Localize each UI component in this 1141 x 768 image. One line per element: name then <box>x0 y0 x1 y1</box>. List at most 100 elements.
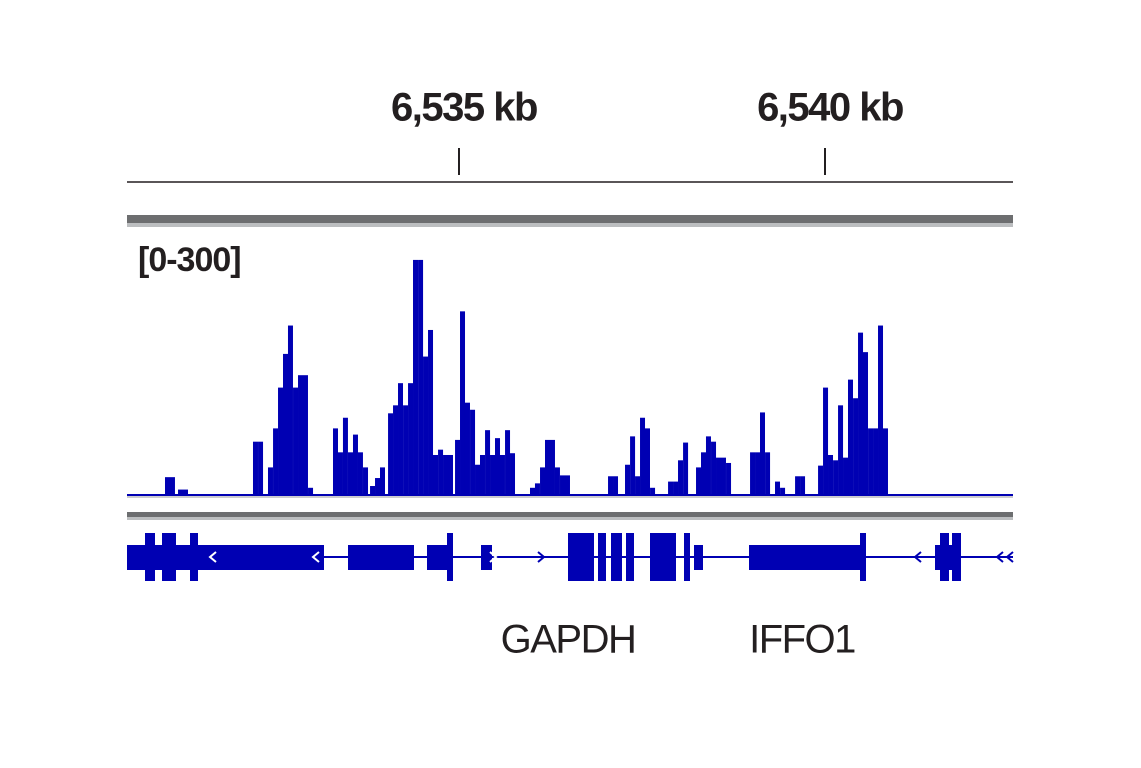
exon <box>198 545 324 570</box>
coverage-bar <box>293 387 299 494</box>
track-separator <box>127 215 1013 223</box>
strand-arrow <box>913 551 922 563</box>
coverage-bar <box>470 409 476 494</box>
coverage-bar <box>448 454 454 494</box>
strand-arrow <box>489 551 498 563</box>
gene-label: GAPDH <box>501 618 636 662</box>
exon <box>860 533 866 581</box>
coverage-bar <box>495 438 501 494</box>
data-range: [0-300] <box>138 241 241 279</box>
coverage-bar <box>388 413 394 494</box>
coverage-bar <box>302 375 308 494</box>
coverage-bar <box>650 487 656 494</box>
coverage-bar <box>554 467 560 494</box>
coverage-bar <box>644 428 650 494</box>
coverage-bar <box>464 402 470 494</box>
exon <box>650 533 676 581</box>
exon <box>155 545 162 570</box>
exon <box>949 545 952 570</box>
coverage-bar <box>479 454 485 494</box>
coverage-bar <box>853 398 859 494</box>
coverage-bar <box>873 428 879 494</box>
coverage-bar <box>485 430 491 494</box>
strand-arrow <box>208 551 217 563</box>
exon <box>447 533 453 581</box>
coverage-bar <box>800 476 806 494</box>
coverage-bar <box>178 489 184 494</box>
coverage-bar <box>750 452 756 494</box>
coverage-bar <box>534 483 540 494</box>
coverage-bar <box>608 476 614 494</box>
coverage-bar <box>863 352 869 494</box>
exon <box>145 533 155 581</box>
exon <box>162 533 176 581</box>
coverage-bar <box>701 452 707 494</box>
coverage-bar <box>760 412 766 494</box>
coverage-bar <box>423 356 429 494</box>
coverage-bar <box>438 449 444 494</box>
coverage-bar <box>882 428 888 494</box>
coverage-bar <box>393 405 399 494</box>
coverage-bar <box>755 452 761 494</box>
coverage-bar <box>375 478 381 494</box>
exon <box>427 545 447 570</box>
coverage-bar <box>332 428 338 494</box>
exon <box>611 533 622 581</box>
coverage-bar <box>403 405 409 494</box>
coverage-bar <box>370 486 376 494</box>
coverage-bar <box>716 457 722 494</box>
coverage-bar <box>529 487 535 494</box>
strand-arrow <box>1005 551 1014 563</box>
track-separator <box>127 512 1013 517</box>
coverage-bar <box>630 436 636 494</box>
coverage-bar <box>705 436 711 494</box>
track-separator <box>127 223 1013 227</box>
coverage-bar <box>640 417 646 494</box>
coverage-bar <box>413 259 419 494</box>
coverage-bar <box>287 325 293 494</box>
coverage-bar <box>635 476 641 494</box>
coverage-bar <box>443 454 449 494</box>
coverage-bar <box>342 417 348 494</box>
coverage-bar <box>252 441 258 494</box>
coverage-bar <box>765 452 771 494</box>
coverage-bar <box>267 467 273 494</box>
coverage-bar <box>273 428 279 494</box>
coverage-bar <box>625 464 631 494</box>
x-tick-label: 6,540 kb <box>757 86 903 130</box>
strand-arrow <box>537 551 546 563</box>
coverage-bar <box>549 439 555 494</box>
coverage-bar <box>379 467 385 494</box>
coverage-bar <box>455 439 461 494</box>
coverage-bar <box>258 441 264 494</box>
coverage-bar <box>398 383 404 494</box>
exon <box>684 533 690 581</box>
coverage-bar <box>696 467 702 494</box>
exon <box>694 545 703 570</box>
coverage-bar <box>545 439 551 494</box>
coverage-bar <box>169 477 175 494</box>
gene-track <box>127 533 1014 581</box>
coverage-bar <box>711 441 717 494</box>
track-separator <box>127 517 1013 520</box>
coverage-bar <box>357 452 363 494</box>
coverage-bar <box>613 476 619 494</box>
exon <box>935 545 940 570</box>
coverage-bar <box>838 405 844 494</box>
coverage-bar <box>775 481 781 494</box>
coverage-bar <box>418 259 424 494</box>
coverage-bar <box>490 454 496 494</box>
coverage-bar <box>726 462 732 494</box>
coverage-bar <box>828 454 834 494</box>
coverage-bar <box>432 454 438 494</box>
strand-arrow <box>311 551 320 563</box>
coverage-bar <box>847 379 853 494</box>
coverage-bar <box>843 457 849 494</box>
coverage-bar <box>348 452 354 494</box>
coverage-bar <box>278 387 284 494</box>
exon <box>626 533 634 581</box>
coverage-bar <box>499 454 505 494</box>
coverage-bar <box>460 311 466 494</box>
